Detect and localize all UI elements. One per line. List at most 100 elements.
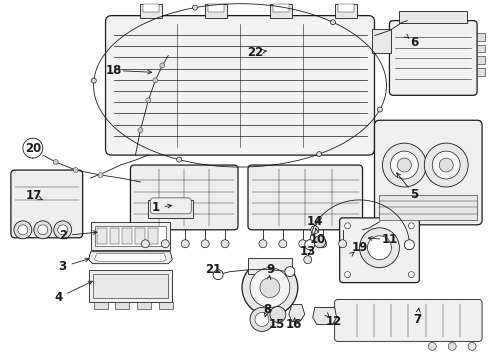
Bar	[90, 222, 170, 250]
Bar	[337, 4, 353, 12]
Polygon shape	[88, 252, 172, 264]
Text: 6: 6	[409, 36, 418, 49]
Circle shape	[298, 240, 306, 248]
Bar	[476, 68, 484, 76]
Circle shape	[304, 240, 314, 250]
FancyBboxPatch shape	[334, 300, 481, 341]
Text: 15: 15	[268, 318, 285, 331]
Text: 2: 2	[59, 229, 67, 242]
Polygon shape	[94, 254, 166, 262]
Circle shape	[431, 151, 459, 179]
FancyBboxPatch shape	[388, 21, 476, 95]
Bar	[115, 302, 129, 310]
Text: 9: 9	[266, 263, 274, 276]
Text: 22: 22	[246, 46, 263, 59]
Bar	[92, 274, 168, 298]
Circle shape	[269, 306, 285, 323]
Circle shape	[153, 78, 158, 83]
Circle shape	[382, 143, 426, 187]
Circle shape	[359, 228, 399, 268]
Bar	[334, 4, 356, 18]
Circle shape	[73, 167, 78, 172]
Circle shape	[344, 223, 350, 229]
Circle shape	[447, 342, 455, 350]
Circle shape	[310, 226, 318, 234]
Circle shape	[249, 268, 289, 307]
Text: 4: 4	[55, 291, 63, 304]
Circle shape	[34, 221, 52, 239]
Bar	[247, 258, 291, 274]
Circle shape	[278, 240, 286, 248]
Circle shape	[338, 240, 346, 248]
Circle shape	[213, 270, 223, 280]
Polygon shape	[288, 305, 304, 321]
FancyBboxPatch shape	[374, 120, 481, 225]
Bar	[272, 4, 288, 12]
Circle shape	[249, 307, 273, 332]
Polygon shape	[312, 307, 336, 324]
Circle shape	[176, 157, 181, 162]
Bar	[143, 4, 159, 12]
Text: 10: 10	[309, 233, 325, 246]
Circle shape	[98, 172, 103, 177]
FancyBboxPatch shape	[11, 170, 82, 238]
Bar	[476, 32, 484, 41]
Bar	[205, 4, 226, 18]
Circle shape	[438, 158, 452, 172]
Bar	[148, 228, 158, 244]
Circle shape	[160, 63, 164, 68]
Circle shape	[467, 342, 475, 350]
Circle shape	[389, 151, 417, 179]
Bar	[208, 4, 224, 12]
Text: 14: 14	[306, 215, 322, 228]
Bar	[148, 200, 193, 218]
Circle shape	[407, 272, 413, 278]
Text: 20: 20	[25, 141, 41, 155]
Text: 13: 13	[299, 245, 315, 258]
Circle shape	[53, 159, 58, 165]
Circle shape	[367, 236, 390, 260]
Circle shape	[377, 107, 382, 112]
Bar	[269, 4, 291, 18]
Circle shape	[138, 128, 142, 133]
Circle shape	[427, 342, 435, 350]
Circle shape	[259, 240, 266, 248]
Bar	[379, 195, 476, 220]
Circle shape	[285, 267, 294, 276]
Bar	[109, 228, 119, 244]
Circle shape	[313, 236, 325, 248]
Bar	[371, 28, 390, 54]
Text: 18: 18	[105, 64, 122, 77]
Circle shape	[201, 240, 209, 248]
Circle shape	[221, 240, 228, 248]
Circle shape	[407, 223, 413, 229]
Circle shape	[14, 221, 32, 239]
FancyBboxPatch shape	[130, 165, 238, 230]
Text: 7: 7	[412, 313, 421, 326]
Circle shape	[397, 158, 410, 172]
Text: 1: 1	[151, 201, 159, 215]
Text: 5: 5	[409, 188, 418, 202]
Bar	[96, 228, 106, 244]
Circle shape	[161, 240, 169, 248]
Circle shape	[181, 240, 189, 248]
Text: 19: 19	[351, 241, 367, 254]
Bar	[88, 270, 172, 302]
Text: 11: 11	[381, 233, 397, 246]
FancyBboxPatch shape	[105, 15, 374, 155]
Circle shape	[260, 278, 279, 298]
Bar	[159, 302, 173, 310]
Text: 3: 3	[59, 260, 67, 273]
Text: 16: 16	[285, 318, 302, 331]
Circle shape	[54, 221, 72, 239]
Bar	[137, 302, 151, 310]
Circle shape	[254, 312, 268, 327]
FancyBboxPatch shape	[339, 218, 419, 283]
Circle shape	[91, 78, 96, 83]
Circle shape	[303, 256, 311, 264]
Circle shape	[242, 260, 297, 315]
Circle shape	[404, 240, 413, 250]
Bar	[135, 228, 145, 244]
Bar	[94, 226, 166, 246]
Text: 8: 8	[262, 303, 270, 316]
